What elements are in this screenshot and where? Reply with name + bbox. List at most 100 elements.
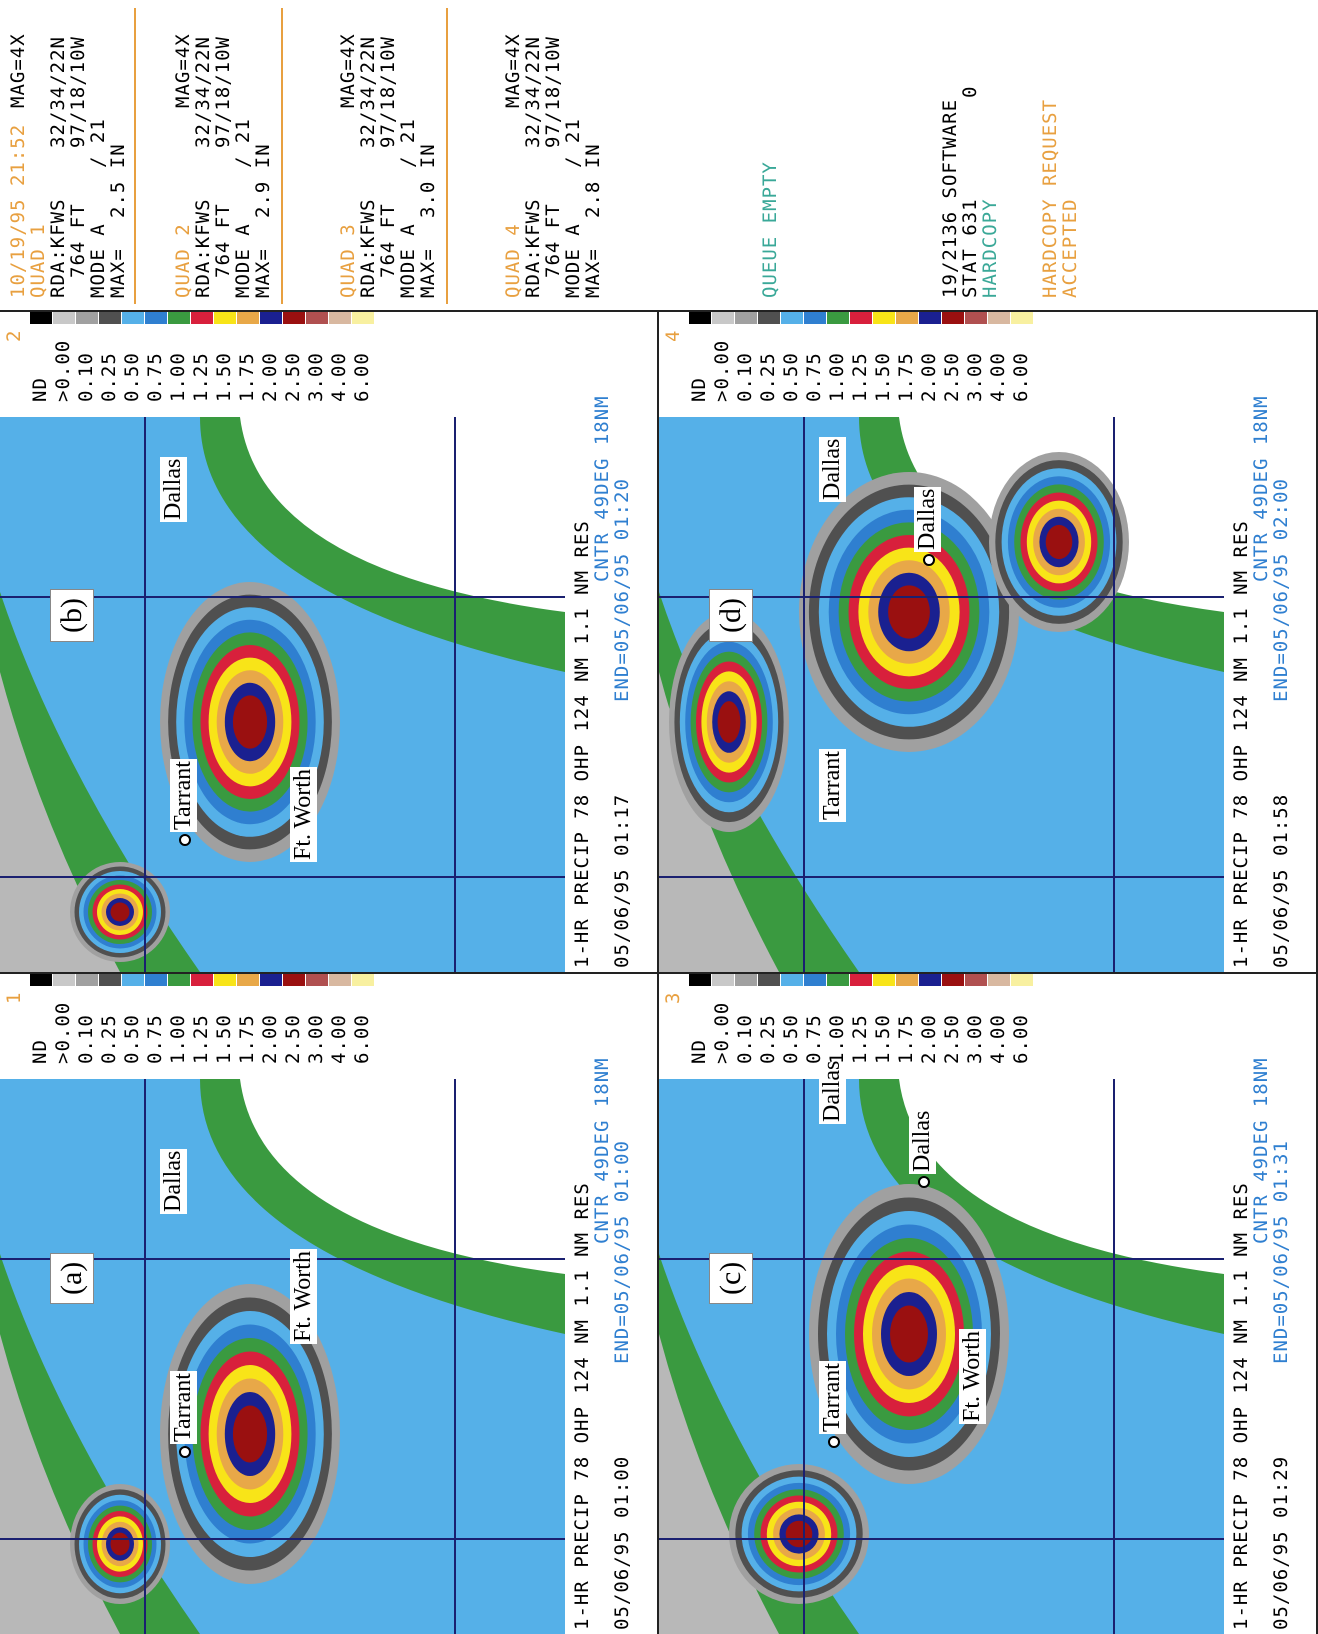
product-title: 1-HR PRECIP 78 OHP 124 NM 1.1 NM RES	[1231, 1182, 1251, 1630]
legend-label: 1.00	[168, 352, 188, 402]
legend-swatch	[1011, 310, 1033, 324]
legend-swatch	[214, 972, 236, 986]
quad-number: 4	[663, 330, 683, 342]
legend-swatch	[988, 972, 1010, 986]
legend-label: 6.00	[1011, 1014, 1031, 1064]
echo-contour	[890, 1306, 928, 1363]
legend-label: >0.00	[53, 1002, 73, 1064]
product-center: CNTR 49DEG 18NM	[1251, 395, 1271, 582]
legend-swatch	[735, 972, 757, 986]
legend-label: 0.25	[758, 1014, 778, 1064]
product-title: 1-HR PRECIP 78 OHP 124 NM 1.1 NM RES	[572, 1182, 592, 1630]
legend-swatch	[919, 972, 941, 986]
legend-swatch	[781, 972, 803, 986]
legend-swatch	[30, 310, 52, 324]
legend-swatch	[260, 972, 282, 986]
legend-swatch	[283, 972, 305, 986]
radar-map	[659, 1079, 1224, 1634]
quad-number: 2	[4, 330, 24, 342]
quad-max: 2.9 IN	[253, 143, 273, 218]
place-label: Ft. Worth	[959, 1329, 986, 1424]
legend-label: 0.25	[99, 1014, 119, 1064]
radar-map	[0, 1079, 565, 1634]
legend-swatch	[758, 972, 780, 986]
legend-label: 4.00	[329, 1014, 349, 1064]
legend-label: 0.10	[735, 352, 755, 402]
echo-contour	[111, 903, 130, 922]
quad-mag: MAG=4X	[173, 33, 193, 108]
quad-mag: MAG=4X	[503, 33, 523, 108]
radar-map	[0, 417, 565, 972]
legend-label: 0.50	[122, 1014, 142, 1064]
legend-label: 1.25	[850, 352, 870, 402]
quad-max-label: MAX=	[583, 248, 603, 298]
legend-swatch	[191, 972, 213, 986]
legend-label: 0.10	[735, 1014, 755, 1064]
legend-label: 2.00	[919, 352, 939, 402]
city-marker	[829, 1437, 839, 1447]
legend-swatch	[988, 310, 1010, 324]
place-label: Ft. Worth	[290, 1249, 317, 1344]
quad-elev: 764 FT	[543, 203, 563, 278]
quad-lon: 97/18/10W	[68, 36, 88, 148]
hardcopy-line: HARDCOPY	[980, 198, 1000, 298]
stat-value: 0	[960, 86, 980, 98]
legend-label: 0.25	[758, 352, 778, 402]
product-title: 1-HR PRECIP 78 OHP 124 NM 1.1 NM RES	[1231, 520, 1251, 968]
legend-label: 1.00	[168, 1014, 188, 1064]
legend-swatch	[237, 310, 259, 324]
legend-swatch	[873, 972, 895, 986]
legend-label: 0.25	[99, 352, 119, 402]
city-marker	[924, 555, 934, 565]
place-label: Tarrant	[819, 1361, 846, 1434]
legend-label: 3.00	[965, 352, 985, 402]
legend-swatch	[306, 972, 328, 986]
legend-swatch	[145, 310, 167, 324]
quad-heading: QUAD 2	[173, 223, 193, 298]
place-label: Tarrant	[170, 759, 197, 832]
quad-lat: 32/34/22N	[358, 36, 378, 148]
separator	[134, 8, 136, 304]
product-title: 1-HR PRECIP 78 OHP 124 NM 1.1 NM RES	[572, 520, 592, 968]
legend-label: 0.50	[781, 1014, 801, 1064]
legend-swatch	[689, 310, 711, 324]
legend-swatch	[99, 310, 121, 324]
quad-number: 1	[4, 992, 24, 1004]
city-marker	[180, 835, 190, 845]
panel-label: (b)	[50, 589, 94, 642]
legend-label: 0.50	[122, 352, 142, 402]
legend-label: 2.00	[260, 1014, 280, 1064]
product-end: END=05/06/95 01:31	[1271, 1140, 1291, 1364]
quad-mag: MAG=4X	[338, 33, 358, 108]
place-label: Dallas	[909, 1109, 936, 1174]
legend-swatch	[53, 310, 75, 324]
quad-vcp: / 21	[563, 118, 583, 168]
quad-mode: MODE A	[563, 223, 583, 298]
legend-swatch	[735, 310, 757, 324]
legend-label: 0.75	[145, 352, 165, 402]
legend-swatch	[919, 310, 941, 324]
product-time: 05/06/95 01:17	[612, 794, 632, 968]
product-time: 05/06/95 01:58	[1271, 794, 1291, 968]
legend-label: 4.00	[988, 352, 1008, 402]
quad-vcp: / 21	[88, 118, 108, 168]
legend-swatch	[237, 972, 259, 986]
software-line: 19/2136 SOFTWARE	[940, 99, 960, 298]
legend-swatch	[850, 972, 872, 986]
legend-label: 1.75	[237, 352, 257, 402]
quad-heading: QUAD 1	[28, 223, 48, 298]
quad-max: 2.5 IN	[108, 143, 128, 218]
legend-swatch	[804, 310, 826, 324]
legend-swatch	[1011, 972, 1033, 986]
quad-lat: 32/34/22N	[193, 36, 213, 148]
legend-swatch	[76, 972, 98, 986]
legend-swatch	[53, 972, 75, 986]
legend-label: 0.10	[76, 352, 96, 402]
legend-label: 4.00	[988, 1014, 1008, 1064]
product-end: END=05/06/95 01:20	[612, 478, 632, 702]
quad-elev: 764 FT	[68, 203, 88, 278]
city-marker	[180, 1447, 190, 1457]
place-label: Dallas	[819, 437, 846, 502]
legend-label: ND	[30, 377, 50, 402]
